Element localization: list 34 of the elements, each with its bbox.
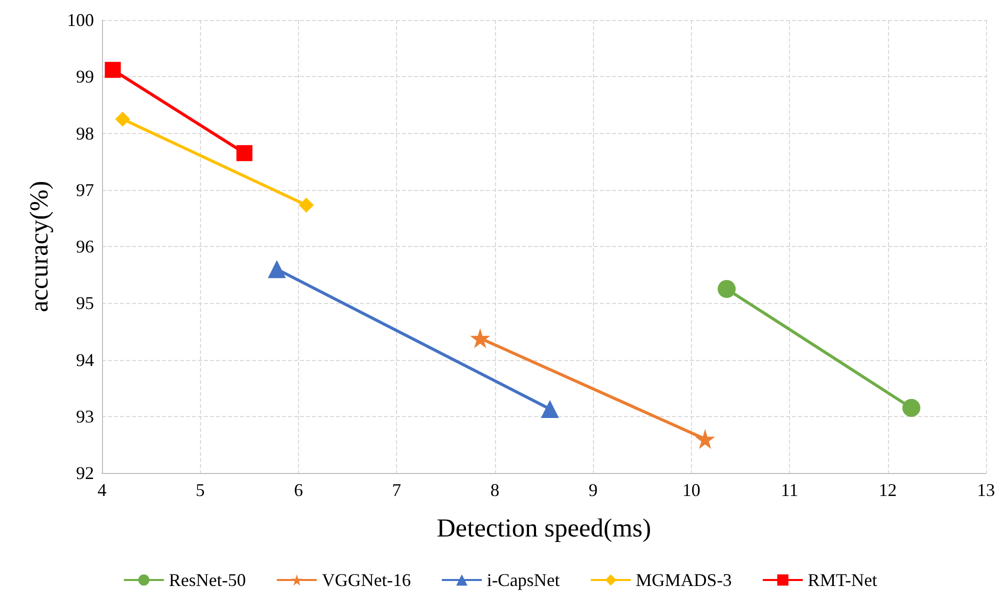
point [104,62,121,78]
y-tick-label: 98 [76,123,94,144]
y-tick-label: 94 [76,350,94,370]
y-tick-label: 100 [67,10,94,30]
legend-label: VGGNet-16 [322,570,411,590]
y-tick-label: 93 [76,406,94,426]
point [298,198,314,213]
y-tick-label: 95 [76,293,94,314]
x-tick-label: 11 [780,480,798,500]
x-axis-title: Detection speed(ms) [436,514,652,542]
y-tick-label: 92 [76,463,94,483]
point [470,328,490,348]
x-tick-label: 8 [490,480,500,500]
point [236,145,252,162]
y-tick-label: 97 [76,180,94,200]
x-tick-label: 4 [98,480,106,500]
point [115,112,130,127]
x-tick-label: 10 [682,480,700,500]
y-axis-title: accuracy(%) [24,180,54,312]
x-tick-label: 7 [392,480,402,500]
point [695,429,716,450]
point [902,398,920,417]
legend-label: ResNet-50 [168,570,246,590]
legend-label: i-CapsNet [486,570,560,590]
x-tick-label: 9 [588,480,598,500]
y-tick-label: 99 [76,66,94,87]
x-tick-label: 6 [294,480,303,500]
legend-label: RMT-Net [808,570,878,590]
x-tick-label: 5 [196,480,205,500]
x-tick-label: 12 [878,480,897,500]
x-tick-label: 13 [977,480,995,500]
y-tick-label: 96 [76,236,94,256]
point [718,280,736,298]
legend-label: MGMADS-3 [636,570,732,590]
